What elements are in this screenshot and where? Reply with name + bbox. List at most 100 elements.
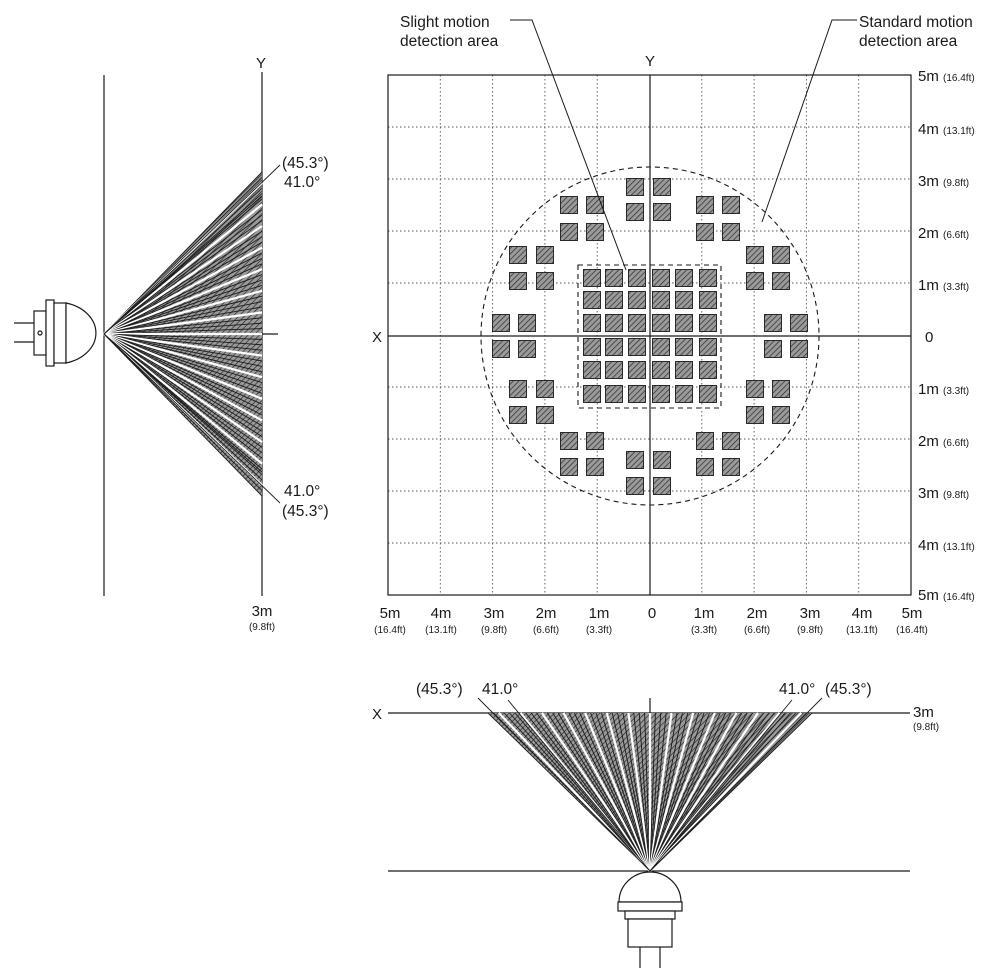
detection-zone xyxy=(653,451,671,469)
fan-ray xyxy=(103,333,263,405)
detection-zone xyxy=(586,196,604,214)
fan-ray xyxy=(103,333,263,367)
detection-zone xyxy=(790,314,808,332)
fan-ray xyxy=(649,712,705,872)
detection-zone xyxy=(628,361,646,379)
fan-gap xyxy=(103,332,263,400)
side-inner-angle-bottom: 41.0° xyxy=(284,483,320,500)
fan-ray xyxy=(649,712,700,872)
right-scale-m: 5m (16.4ft) xyxy=(918,587,975,604)
detection-zone xyxy=(560,223,578,241)
detection-zone xyxy=(699,291,717,309)
bottom-scale-m: 5m xyxy=(380,605,401,622)
fan-ray xyxy=(103,295,263,335)
detection-zone xyxy=(746,246,764,264)
detection-zone xyxy=(675,338,693,356)
standard-area-label-line1: Standard motion xyxy=(859,14,973,31)
fan-gap xyxy=(584,712,652,872)
bottom-scale-m: 3m xyxy=(484,605,505,622)
detection-zone xyxy=(626,178,644,196)
front-outer-boundary-right xyxy=(649,697,823,872)
right-scale-m: 4m (13.1ft) xyxy=(918,121,975,138)
detection-zone xyxy=(699,338,717,356)
detection-zone xyxy=(583,361,601,379)
detection-zone xyxy=(560,432,578,450)
detection-zone xyxy=(652,361,670,379)
detection-zone xyxy=(746,380,764,398)
front-x-label: X xyxy=(372,706,382,723)
detection-zone xyxy=(653,178,671,196)
fan-gap xyxy=(605,712,652,872)
fan-ray xyxy=(649,712,813,872)
fan-ray xyxy=(103,257,263,335)
bottom-scale-m: 1m xyxy=(694,605,715,622)
detection-zone xyxy=(653,203,671,221)
fan-ray xyxy=(649,712,786,872)
bottom-scale-m: 3m xyxy=(800,605,821,622)
front-outer-boundary-left xyxy=(477,697,651,872)
fan-ray xyxy=(103,333,263,340)
fan-ray xyxy=(103,333,263,427)
detection-zone xyxy=(696,223,714,241)
detection-zone xyxy=(675,361,693,379)
detection-zone xyxy=(675,269,693,287)
bottom-scale-ft: (16.4ft) xyxy=(374,625,406,636)
fan-gap xyxy=(541,712,651,872)
right-scale-m: 1m (3.3ft) xyxy=(918,381,969,398)
fan-ray xyxy=(103,333,263,346)
detection-zone xyxy=(652,338,670,356)
top-x-label: X xyxy=(372,329,382,346)
detection-zone xyxy=(583,385,601,403)
bottom-scale-m: 5m xyxy=(902,605,923,622)
side-outer-angle-top: (45.3°) xyxy=(282,155,329,172)
fan-gap xyxy=(627,712,652,872)
detection-zone xyxy=(696,196,714,214)
fan-gap xyxy=(648,712,695,872)
bottom-scale-ft: (16.4ft) xyxy=(896,625,928,636)
fan-gap xyxy=(103,203,263,335)
detection-zone xyxy=(560,196,578,214)
detection-zone xyxy=(722,458,740,476)
fan-ray xyxy=(649,712,748,872)
detection-zone xyxy=(722,196,740,214)
front-detection-fan xyxy=(477,697,823,872)
detection-zone xyxy=(536,406,554,424)
side-sensor-icon xyxy=(14,299,97,367)
detection-zone xyxy=(652,269,670,287)
right-scale-m: 2m (6.6ft) xyxy=(918,433,969,450)
detection-zone xyxy=(536,272,554,290)
detection-zone xyxy=(675,291,693,309)
fan-gap xyxy=(103,246,263,335)
detection-zone xyxy=(536,246,554,264)
detection-zone xyxy=(772,246,790,264)
detection-zone xyxy=(628,385,646,403)
detection-zone xyxy=(628,314,646,332)
detection-zone xyxy=(509,380,527,398)
fan-ray xyxy=(103,333,263,448)
detection-zone xyxy=(605,385,623,403)
detection-zone xyxy=(764,314,782,332)
fan-ray xyxy=(503,712,651,872)
side-view: Y (45.3°) 41.0° 41.0° (45.3°) 3m (9.8ft) xyxy=(14,55,329,633)
fan-ray xyxy=(103,214,263,335)
front-sensor-icon xyxy=(617,871,683,968)
detection-zone xyxy=(675,385,693,403)
detection-zone xyxy=(696,458,714,476)
right-scale-m: 1m (3.3ft) xyxy=(918,277,969,294)
bottom-scale-m: 4m xyxy=(431,605,452,622)
fan-ray xyxy=(617,712,651,872)
detection-zone xyxy=(605,291,623,309)
detection-zone xyxy=(583,291,601,309)
side-outer-boundary-bottom xyxy=(103,333,281,504)
detection-zone xyxy=(583,338,601,356)
detection-zone xyxy=(492,340,510,358)
fan-gap xyxy=(103,332,263,379)
fan-ray xyxy=(103,333,263,411)
detection-zone xyxy=(652,314,670,332)
front-distance-m: 3m xyxy=(913,704,934,721)
slight-area-label-line2: detection area xyxy=(400,33,499,50)
fan-ray xyxy=(649,712,727,872)
detection-zone xyxy=(509,406,527,424)
fan-ray xyxy=(509,712,651,872)
